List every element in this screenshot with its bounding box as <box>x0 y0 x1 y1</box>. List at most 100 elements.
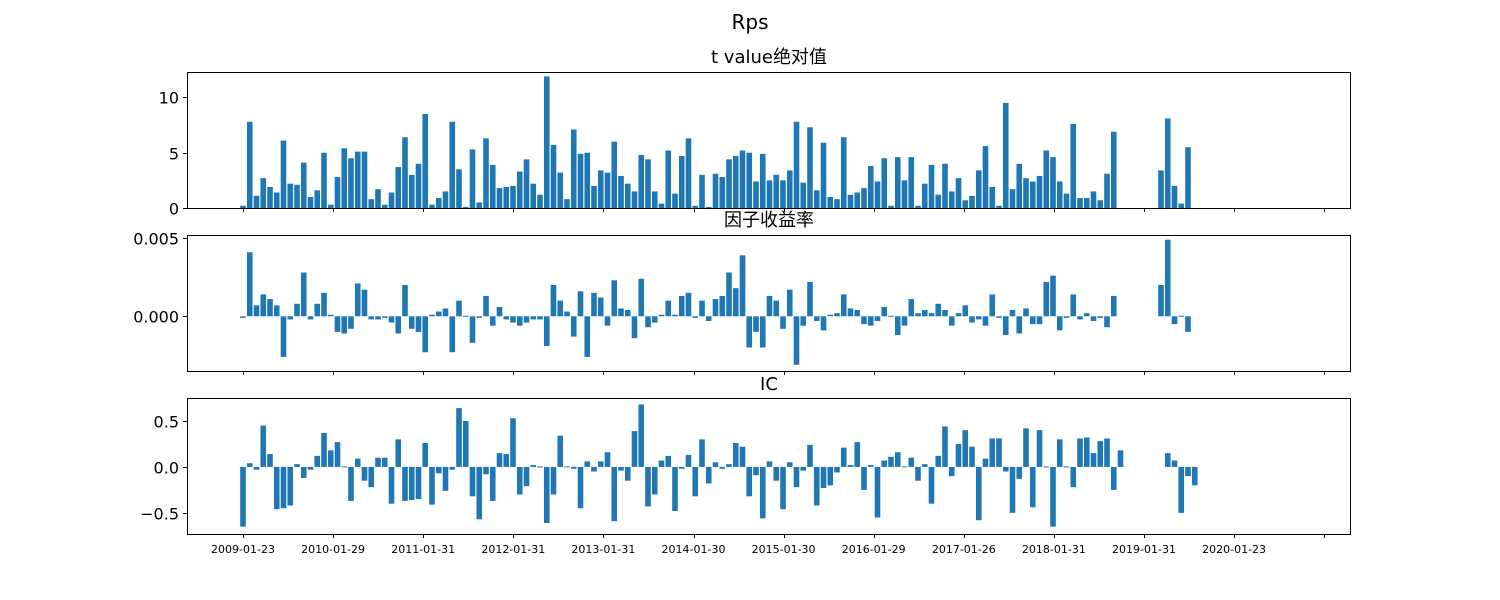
t-value-bar <box>915 205 921 208</box>
ic-bar <box>314 455 321 467</box>
factor-return-bar <box>861 316 867 325</box>
factor-return-bar <box>246 252 253 317</box>
factor-return-bar <box>442 308 449 317</box>
factor-return-bar <box>354 283 361 317</box>
t-value-bar <box>496 188 503 208</box>
panel-title-ic: IC <box>760 374 778 395</box>
factor-return-bar <box>314 303 321 317</box>
factor-return-bar <box>840 294 847 317</box>
t-value-bar <box>746 152 753 208</box>
ic-bar <box>267 454 273 467</box>
factor-return-bar <box>611 280 618 317</box>
factor-return-bar <box>1110 295 1117 317</box>
ic-bar <box>705 466 712 484</box>
factor-return-bar <box>348 316 354 329</box>
t-value-bar <box>1070 123 1077 208</box>
ic-bar <box>753 466 759 476</box>
t-value-bar <box>665 150 672 208</box>
factor-return-bar <box>550 285 557 317</box>
factor-return-bar <box>867 316 874 326</box>
ic-bar <box>469 466 476 497</box>
panel-factor-return: 因子收益率 0.000 0.005 <box>133 210 1351 375</box>
ic-bar <box>888 456 894 467</box>
t-value-bar <box>847 194 854 208</box>
ic-bar <box>1178 466 1185 513</box>
t-value-bar <box>1063 193 1070 208</box>
ic-bar <box>584 461 591 467</box>
factor-return-bar <box>321 292 327 317</box>
t-value-bar <box>969 195 975 208</box>
factor-return-bar <box>712 299 719 317</box>
t-value-bar <box>415 163 422 208</box>
t-value-bar <box>476 202 483 208</box>
ic-bar <box>530 465 537 467</box>
t-value-bar <box>314 190 321 208</box>
factor-return-bar <box>307 316 314 320</box>
t-value-bar <box>348 158 354 208</box>
factor-return-bar <box>456 300 462 317</box>
ic-bar <box>942 426 948 467</box>
factor-return-bar <box>827 314 834 317</box>
factor-return-bar <box>510 316 516 323</box>
t-value-bar <box>1056 181 1063 208</box>
t-value-bar <box>469 149 476 208</box>
factor-return-bar <box>375 316 381 320</box>
ic-bar <box>793 466 800 488</box>
ic-bar <box>719 466 726 469</box>
factor-return-bar <box>948 316 955 326</box>
x-tick-label: 2020-01-23 <box>1202 543 1266 556</box>
ic-bar <box>712 462 719 467</box>
factor-return-bar <box>496 306 503 317</box>
t-value-bar <box>1023 178 1029 208</box>
ic-bar <box>1002 466 1009 472</box>
ic-bar <box>273 466 280 510</box>
ic-bar <box>543 466 550 523</box>
factor-return-bar <box>1104 316 1110 328</box>
factor-return-bar <box>1185 316 1191 332</box>
t-value-bar <box>651 191 658 208</box>
t-value-bar <box>645 159 651 208</box>
factor-return-bar <box>645 316 651 328</box>
factor-return-bar <box>1178 315 1185 317</box>
ic-bar <box>523 466 530 487</box>
ic-bar <box>1063 466 1070 468</box>
ic-bar <box>847 465 854 467</box>
t-value-bar <box>1178 203 1185 208</box>
t-value-bar <box>341 148 348 208</box>
factor-return-bar <box>273 305 280 317</box>
ic-bar <box>840 447 847 467</box>
t-value-bar <box>557 172 564 208</box>
factor-return-bar <box>881 306 888 317</box>
ic-bar <box>348 466 354 501</box>
factor-return-bar <box>1043 281 1050 317</box>
ic-bar <box>1043 466 1050 468</box>
t-value-bar <box>435 198 442 208</box>
factor-return-bar <box>388 316 395 323</box>
ic-bar <box>834 466 840 473</box>
factor-return-bar <box>678 295 685 317</box>
ic-bar <box>982 458 989 467</box>
factor-return-bar <box>651 316 658 323</box>
factor-return-bar <box>624 310 631 317</box>
ic-bar <box>294 464 300 467</box>
t-value-bar <box>908 157 915 208</box>
t-value-bar <box>334 177 341 208</box>
t-value-bar <box>564 199 570 208</box>
t-value-bar <box>240 205 246 208</box>
ic-bar <box>246 463 253 467</box>
factor-return-bar <box>300 272 307 317</box>
factor-return-bar <box>564 311 570 317</box>
factor-return-bar <box>1077 316 1083 320</box>
ic-bar <box>456 408 462 467</box>
t-value-bar <box>867 165 874 208</box>
ic-bar <box>1009 466 1016 513</box>
ic-bar <box>260 425 267 467</box>
ic-bar <box>665 455 672 467</box>
t-value-bar <box>422 114 429 208</box>
ic-bar <box>773 466 780 481</box>
t-value-plot-frame <box>187 72 1351 209</box>
ic-bar <box>442 466 449 491</box>
t-value-bar <box>280 140 287 208</box>
ic-bar <box>1083 437 1090 467</box>
factor-return-bar <box>1023 308 1029 317</box>
